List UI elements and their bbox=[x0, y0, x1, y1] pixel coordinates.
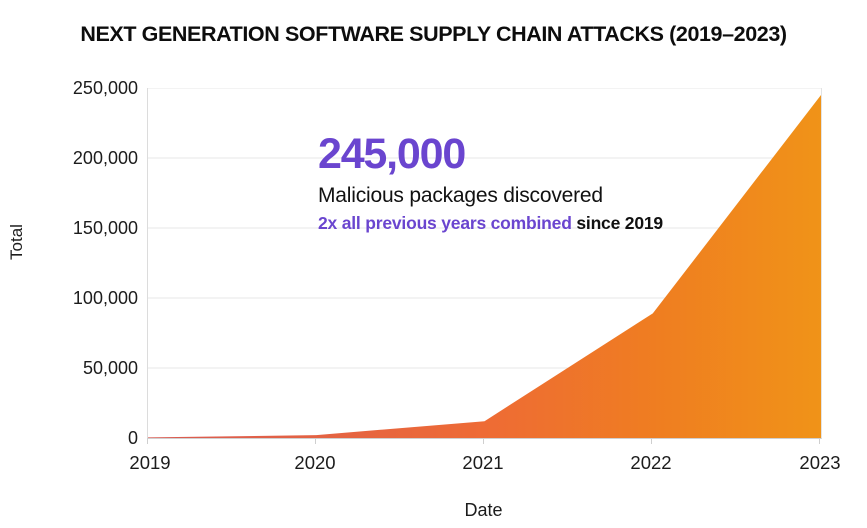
annotation-block: 245,000 Malicious packages discovered 2x… bbox=[318, 130, 663, 234]
x-tick-label: 2023 bbox=[799, 452, 841, 473]
y-tick-label: 50,000 bbox=[82, 358, 138, 378]
x-tick-mark bbox=[483, 438, 484, 444]
annotation-highlight: 2x all previous years combined bbox=[318, 213, 572, 234]
x-tick-label: 2019 bbox=[129, 452, 171, 473]
y-tick-label: 250,000 bbox=[72, 78, 138, 98]
area-series-fill bbox=[148, 95, 821, 438]
y-tick-label: 200,000 bbox=[72, 148, 138, 168]
annotation-note: 2x all previous years combined since 201… bbox=[318, 213, 663, 234]
area-chart-svg bbox=[148, 88, 821, 438]
x-axis-title: Date bbox=[464, 500, 503, 520]
x-tick-mark bbox=[315, 438, 316, 444]
x-tick-mark bbox=[147, 438, 148, 444]
y-tick-label: 100,000 bbox=[72, 288, 138, 308]
y-tick-label: 150,000 bbox=[72, 218, 138, 238]
x-tick-label: 2020 bbox=[294, 452, 336, 473]
x-tick-mark bbox=[651, 438, 652, 444]
y-axis-title: Total bbox=[7, 224, 26, 260]
x-tick-label: 2022 bbox=[630, 452, 672, 473]
chart-title: NEXT GENERATION SOFTWARE SUPPLY CHAIN AT… bbox=[80, 22, 787, 46]
plot-area bbox=[147, 88, 822, 439]
y-tick-label: 0 bbox=[127, 428, 138, 448]
annotation-headline: 245,000 bbox=[318, 130, 466, 178]
x-tick-mark bbox=[819, 438, 820, 444]
annotation-subtitle: Malicious packages discovered bbox=[318, 184, 603, 208]
annotation-suffix: since 2019 bbox=[576, 213, 663, 234]
x-tick-label: 2021 bbox=[462, 452, 504, 473]
